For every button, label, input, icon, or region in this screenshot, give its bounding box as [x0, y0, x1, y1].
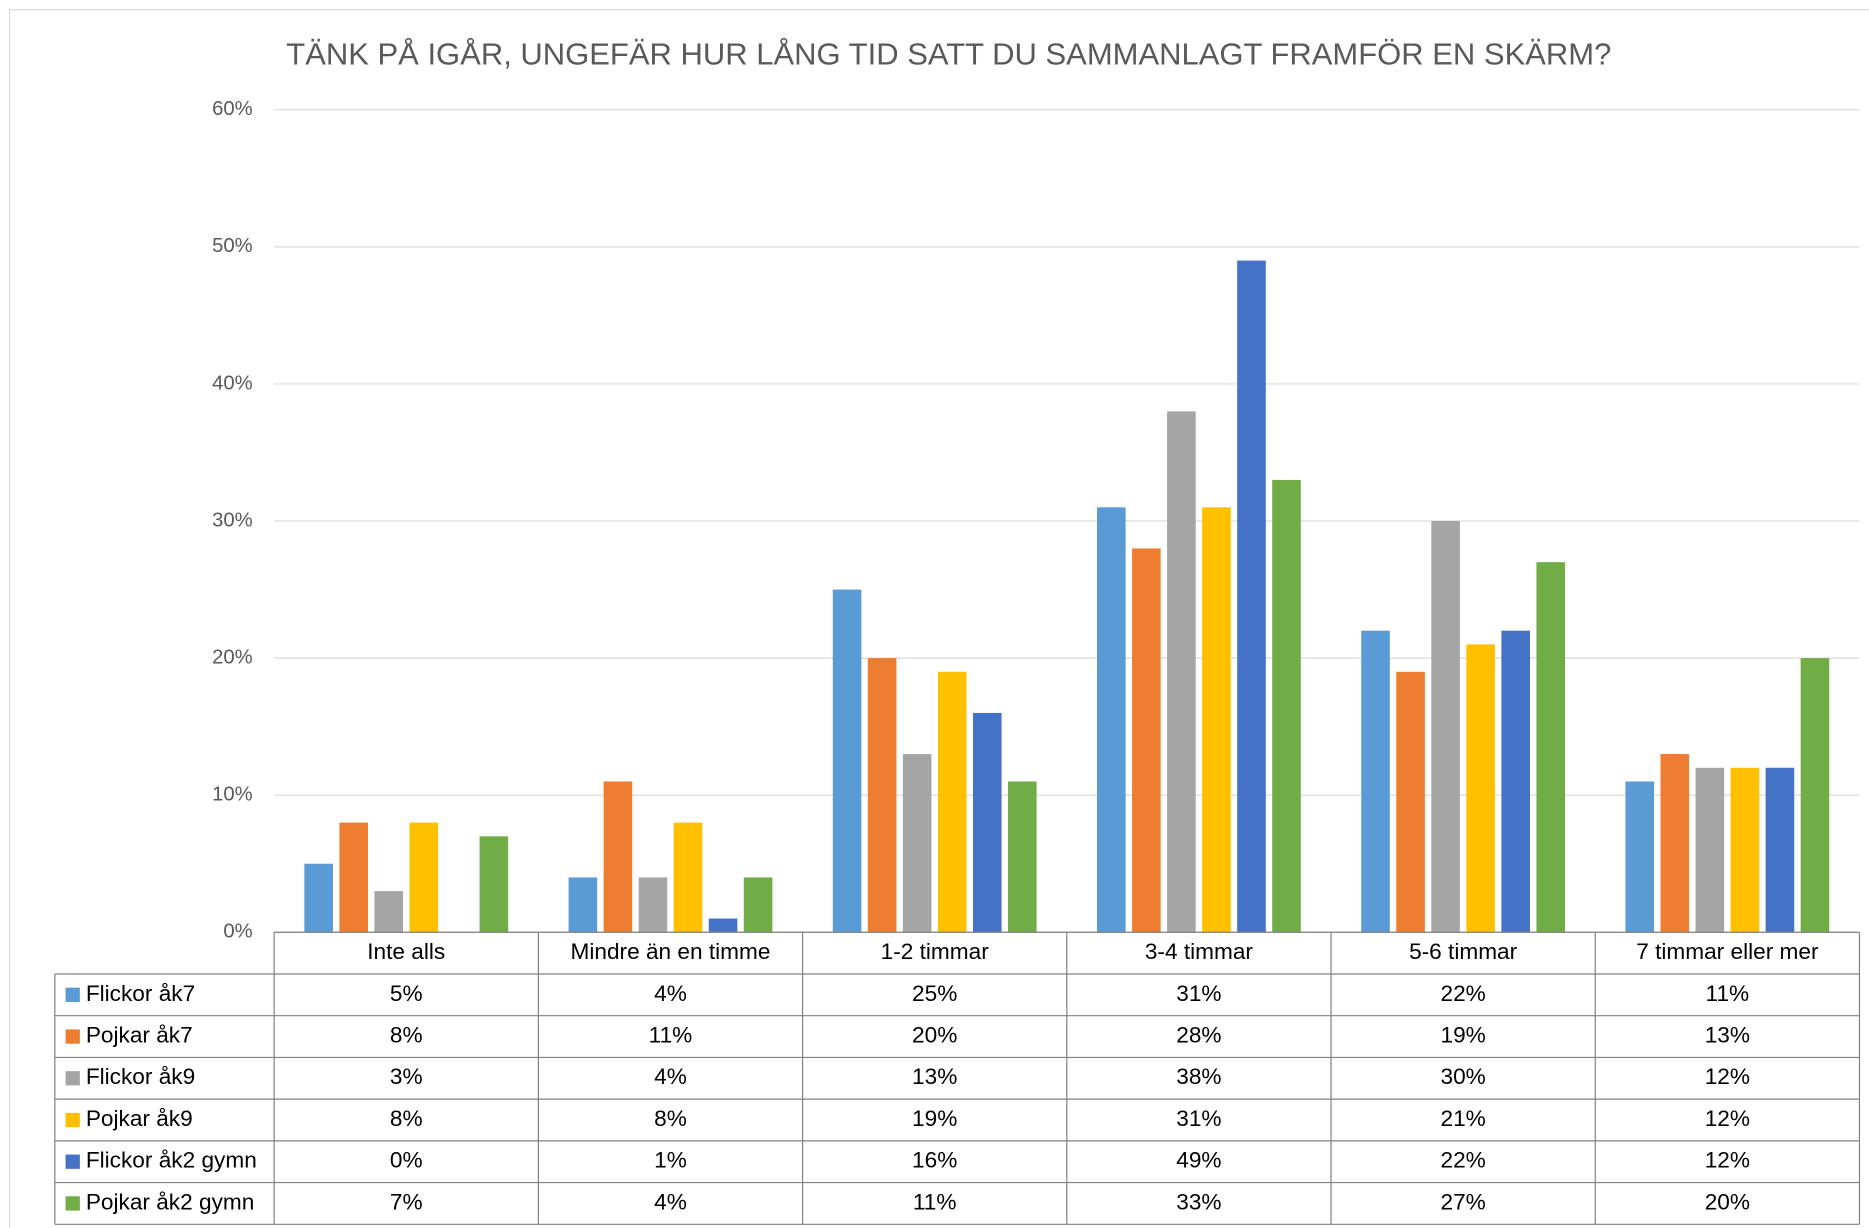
bar [1800, 658, 1830, 933]
chart-title: TÄNK PÅ IGÅR, UNGEFÄR HUR LÅNG TID SATT … [286, 36, 1611, 71]
bar [1536, 562, 1566, 933]
y-tick-label: 10% [212, 784, 253, 806]
table-cell: 5% [390, 981, 423, 1006]
bar [1730, 767, 1760, 933]
table-cell: 4% [654, 1189, 687, 1214]
legend-label: Pojkar åk9 [86, 1106, 193, 1131]
table-cell: 16% [912, 1148, 957, 1173]
table-cell: 12% [1705, 1148, 1750, 1173]
bar [832, 589, 862, 933]
bar [1396, 671, 1425, 933]
x-tick-label: 3-4 timmar [1145, 939, 1254, 964]
bar [1625, 781, 1655, 933]
table-cell: 28% [1176, 1023, 1221, 1048]
bar [568, 877, 598, 933]
legend-label: Flickor åk2 gymn [86, 1148, 257, 1173]
x-tick-label: 7 timmar eller mer [1636, 939, 1819, 964]
y-tick-label: 40% [212, 372, 253, 394]
table-cell: 13% [1705, 1023, 1750, 1048]
table-cell: 1% [654, 1148, 687, 1173]
bar [374, 891, 404, 933]
table-cell: 33% [1176, 1189, 1221, 1214]
table-cell: 20% [912, 1023, 957, 1048]
table-cell: 4% [654, 1064, 687, 1089]
table-cell: 31% [1176, 1106, 1221, 1131]
bar [638, 877, 668, 933]
table-cell: 22% [1440, 981, 1485, 1006]
y-tick-label: 30% [212, 509, 253, 531]
table-cell: 38% [1176, 1064, 1221, 1089]
table-cell: 8% [390, 1106, 423, 1131]
bar [1167, 411, 1196, 933]
table-cell: 8% [654, 1106, 687, 1131]
table-cell: 19% [912, 1106, 957, 1131]
table-cell: 0% [390, 1148, 423, 1173]
table-cell: 12% [1705, 1064, 1750, 1089]
y-tick-label: 50% [212, 235, 253, 257]
legend-swatch [65, 1154, 80, 1169]
table-cell: 11% [1706, 981, 1750, 1006]
table-cell: 3% [390, 1064, 423, 1089]
table-cell: 13% [912, 1064, 957, 1089]
bar [1097, 507, 1126, 933]
bar [708, 918, 738, 933]
bar [1466, 644, 1495, 933]
bar [902, 754, 932, 933]
bar [937, 671, 967, 933]
bar [304, 863, 333, 933]
table-cell: 27% [1440, 1189, 1485, 1214]
bar [339, 822, 368, 933]
table-cell: 30% [1440, 1064, 1485, 1089]
legend-swatch [65, 987, 80, 1002]
legend-swatch [65, 1112, 80, 1128]
x-tick-label: Inte alls [367, 939, 445, 964]
bar [1695, 767, 1725, 933]
bar [1660, 754, 1690, 933]
y-tick-label: 0% [223, 921, 252, 943]
bar [1202, 507, 1231, 933]
bar [603, 781, 633, 933]
bar [479, 836, 509, 933]
table-cell: 25% [912, 981, 957, 1006]
x-tick-label: 1-2 timmar [881, 939, 990, 964]
legend-swatch [65, 1029, 80, 1044]
bar [673, 822, 703, 933]
bar [1008, 781, 1037, 933]
table-cell: 12% [1705, 1106, 1750, 1131]
bar [1361, 630, 1390, 933]
bar [1272, 479, 1301, 933]
bar [1237, 260, 1266, 933]
table-cell: 7% [390, 1189, 423, 1214]
bar [1431, 521, 1460, 933]
y-tick-label: 60% [212, 98, 253, 120]
table-cell: 31% [1176, 981, 1221, 1006]
table-cell: 11% [649, 1023, 693, 1048]
legend-label: Pojkar åk7 [86, 1023, 193, 1048]
table-cell: 4% [654, 981, 687, 1006]
bar [409, 822, 439, 933]
legend-label: Flickor åk9 [86, 1064, 195, 1089]
legend-swatch [65, 1071, 80, 1086]
table-cell: 11% [913, 1189, 957, 1214]
bar [743, 877, 773, 933]
y-tick-label: 20% [212, 646, 253, 668]
chart-border [8, 9, 1869, 1228]
table-cell: 49% [1176, 1148, 1221, 1173]
table-cell: 20% [1705, 1189, 1750, 1214]
legend-label: Flickor åk7 [86, 981, 195, 1006]
bar [867, 658, 897, 933]
bar [972, 712, 1002, 933]
bar [1501, 630, 1531, 933]
x-tick-label: Mindre än en timme [571, 939, 771, 964]
table-cell: 22% [1440, 1148, 1485, 1173]
bar [1132, 548, 1161, 933]
x-tick-label: 5-6 timmar [1409, 939, 1518, 964]
table-cell: 21% [1440, 1106, 1485, 1131]
legend-label: Pojkar åk2 gymn [86, 1189, 255, 1214]
legend-swatch [65, 1196, 80, 1211]
bar [1765, 767, 1795, 933]
table-cell: 8% [390, 1023, 423, 1048]
table-cell: 19% [1440, 1023, 1485, 1048]
